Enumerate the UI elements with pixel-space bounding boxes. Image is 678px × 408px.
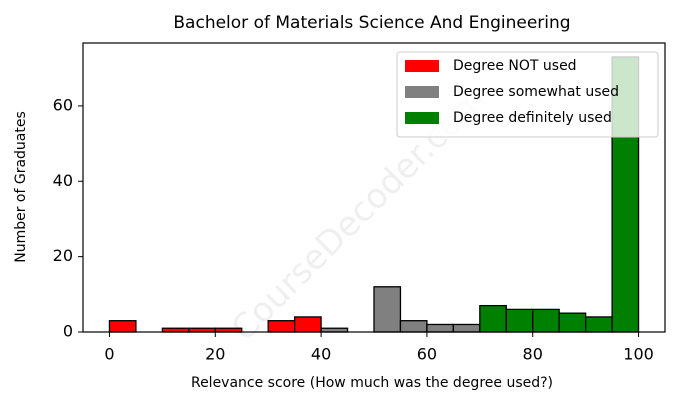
x-axis-label: Relevance score (How much was the degree… [191,375,553,391]
plot-frame [82,42,666,333]
legend-label: Degree definitely used [453,110,612,126]
bar [452,323,481,333]
bar [373,286,402,333]
bar [479,304,507,333]
x-tick-label: 100 [623,345,654,364]
y-tick-label: 60 [53,95,73,114]
y-tick-label: 0 [63,322,73,341]
x-tick-label: 60 [417,345,437,364]
legend-swatch [405,60,439,72]
y-tick-label: 40 [53,171,73,190]
legend-swatch [405,86,439,98]
bar [399,320,428,333]
bar [108,320,137,333]
y-tick-label: 20 [53,246,73,265]
x-tick-label: 20 [205,345,225,364]
legend-label: Degree somewhat used [453,84,619,100]
bar [293,316,322,333]
bar [426,323,455,333]
legend-swatch [405,112,439,124]
bar [584,316,613,333]
bar [558,312,587,333]
bar [505,308,534,333]
bar [267,320,296,333]
x-tick-label: 0 [104,345,114,364]
x-tick-label: 40 [311,345,331,364]
x-tick-label: 80 [523,345,543,364]
chart-title: Bachelor of Materials Science And Engine… [173,13,570,33]
legend-label: Degree NOT used [453,58,577,74]
y-axis-label: Number of Graduates [13,111,29,263]
bar [532,308,560,333]
legend-box [396,51,659,138]
